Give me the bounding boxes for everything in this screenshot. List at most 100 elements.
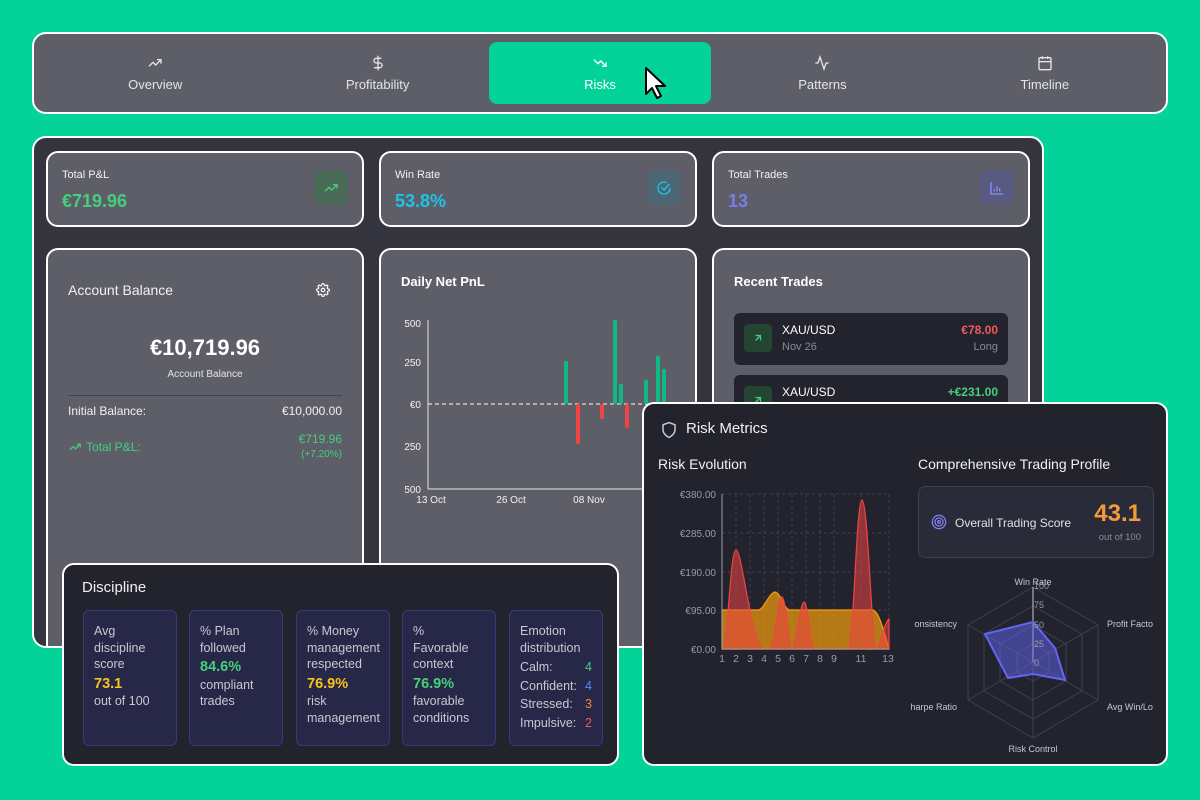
calendar-icon — [1038, 55, 1052, 70]
svg-text:6: 6 — [789, 653, 795, 664]
gear-icon[interactable] — [316, 283, 330, 297]
arrow-up-right-icon — [744, 324, 772, 352]
svg-text:€380.00: €380.00 — [680, 490, 717, 501]
svg-text:500: 500 — [404, 485, 421, 496]
trade-symbol: XAU/USD — [782, 385, 836, 399]
activity-icon — [815, 54, 830, 71]
tab-profitability[interactable]: Profitability — [266, 42, 488, 104]
total-pnl-label: Total P&L: — [86, 440, 141, 454]
svg-text:4: 4 — [761, 653, 767, 664]
svg-text:1: 1 — [719, 653, 725, 664]
tab-label: Patterns — [798, 76, 847, 92]
stat-card-win-rate: Win Rate 53.8% — [379, 151, 697, 227]
svg-text:Risk Control: Risk Control — [1008, 744, 1057, 754]
svg-text:harpe Ratio: harpe Ratio — [910, 702, 957, 712]
discipline-card-money-management: % Money management respected 76.9% risk man… — [296, 610, 390, 746]
svg-text:250: 250 — [404, 358, 421, 369]
svg-text:75: 75 — [1034, 600, 1044, 610]
tab-risks[interactable]: Risks — [488, 42, 712, 104]
risk-evolution-title: Risk Evolution — [658, 456, 747, 472]
tab-label: Profitability — [345, 76, 410, 92]
dollar-icon — [372, 55, 383, 70]
trade-amount: +€231.00 — [947, 385, 998, 399]
stat-label: Win Rate — [395, 169, 441, 181]
risk-metrics-panel: Risk Metrics Risk Evolution Comprehensiv… — [642, 402, 1168, 766]
initial-balance-value: €10,000.00 — [281, 404, 342, 418]
discipline-card-plan-followed: % Plan followed 84.6% compliant trades — [189, 610, 283, 746]
total-pnl-row: Total P&L: €719.96 (+7.20%) — [68, 432, 342, 462]
emotion-row-confident: Confident: 4 — [520, 678, 592, 693]
svg-text:Avg Win/Lo: Avg Win/Lo — [1107, 702, 1153, 712]
panel-title: Discipline — [82, 579, 147, 596]
stat-value: 13 — [728, 191, 749, 211]
trending-down-icon — [593, 58, 607, 67]
emotion-row-stressed: Stressed: 3 — [520, 697, 592, 711]
svg-text:08 Nov: 08 Nov — [573, 495, 605, 506]
account-balance-label: Account Balance — [167, 369, 243, 380]
svg-text:0: 0 — [1034, 658, 1039, 668]
stat-card-total-trades: Total Trades 13 — [712, 151, 1030, 227]
initial-balance-label: Initial Balance: — [68, 404, 147, 418]
risk-evolution-chart: €380.00 €285.00 €190.00 €95.00 €0.00 — [680, 490, 894, 664]
card-label: % Plan followed — [200, 624, 246, 655]
svg-text:Win Rate: Win Rate — [1014, 577, 1051, 587]
total-pnl-percent: (+7.20%) — [301, 449, 342, 460]
svg-text:€285.00: €285.00 — [680, 529, 717, 540]
dashboard-panel: Total P&L €719.96 Win Rate 53.8% Total T… — [32, 136, 1044, 648]
tab-label: Risks — [584, 76, 616, 92]
trending-up-icon — [69, 443, 81, 451]
tab-bar: Overview Profitability Risks Patterns Ti… — [32, 32, 1168, 114]
svg-text:8: 8 — [817, 653, 823, 664]
card-label: % Favorable context — [413, 624, 469, 671]
divider — [68, 395, 342, 396]
svg-text:13: 13 — [882, 653, 894, 664]
trending-up-icon — [148, 58, 162, 67]
discipline-panel: Discipline Avg discipline score 73.1 out o… — [62, 563, 619, 766]
card-label: Emotion distribution — [520, 624, 581, 655]
svg-text:€190.00: €190.00 — [680, 568, 717, 579]
trade-symbol: XAU/USD — [782, 323, 836, 337]
card-sub: risk management — [307, 694, 380, 725]
score-value: 43.1 — [1094, 500, 1141, 527]
svg-text:2: 2 — [733, 653, 739, 664]
initial-balance-row: Initial Balance: €10,000.00 — [68, 404, 342, 418]
svg-text:3: 3 — [747, 653, 753, 664]
svg-text:7: 7 — [803, 653, 809, 664]
tab-overview[interactable]: Overview — [44, 42, 266, 104]
svg-text:Profit Facto: Profit Facto — [1107, 619, 1153, 629]
trade-row[interactable]: XAU/USD Nov 26 €78.00 Long — [734, 313, 1008, 365]
svg-text:€0.00: €0.00 — [691, 645, 716, 656]
stat-value: €719.96 — [62, 191, 128, 211]
svg-text:500: 500 — [404, 319, 421, 330]
svg-text:25: 25 — [1034, 639, 1044, 649]
trade-date: Nov 26 — [782, 341, 817, 353]
card-sub: out of 100 — [94, 694, 150, 708]
score-label: Overall Trading Score — [955, 516, 1072, 530]
bar-chart-icon — [980, 171, 1014, 205]
trading-profile-radar-chart: 100 75 50 25 0 Win Rate Profit Facto Avg… — [910, 577, 1153, 754]
stat-label: Total Trades — [728, 169, 788, 181]
discipline-card-favorable-context: % Favorable context 76.9% favorable conditi… — [402, 610, 496, 746]
overall-score-box: Overall Trading Score 43.1 out of 100 — [918, 486, 1154, 558]
emotion-row-impulsive: Impulsive: 2 — [520, 715, 592, 730]
svg-text:9: 9 — [831, 653, 837, 664]
tab-timeline[interactable]: Timeline — [934, 42, 1156, 104]
card-sub: favorable conditions — [413, 694, 470, 725]
stat-card-total-pnl: Total P&L €719.96 — [46, 151, 364, 227]
svg-text:13 Oct: 13 Oct — [416, 495, 446, 506]
trade-side: Long — [973, 341, 998, 353]
svg-text:onsistency: onsistency — [914, 619, 957, 629]
card-label: % Money management respected — [307, 624, 380, 671]
tab-label: Timeline — [1020, 76, 1070, 92]
tab-patterns[interactable]: Patterns — [711, 42, 933, 104]
discipline-card-emotion: Emotion distribution Calm: 4 Confident: 4 S… — [509, 610, 603, 746]
svg-text:11: 11 — [856, 653, 867, 664]
svg-text:€95.00: €95.00 — [685, 606, 716, 617]
trading-profile-title: Comprehensive Trading Profile — [918, 456, 1111, 472]
emotion-row-calm: Calm: 4 — [520, 660, 592, 674]
target-check-icon — [647, 171, 681, 205]
target-icon — [931, 514, 947, 530]
account-balance-value: €10,719.96 — [149, 335, 261, 360]
svg-text:5: 5 — [775, 653, 781, 664]
svg-text:€0: €0 — [410, 400, 422, 411]
